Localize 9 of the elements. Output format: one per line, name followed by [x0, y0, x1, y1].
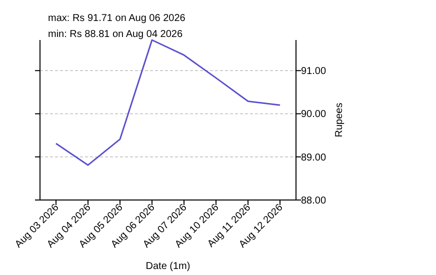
y-tick-label: 88.00 — [301, 196, 326, 206]
y-axis-title: Rupees — [334, 102, 345, 138]
line-series — [55, 39, 281, 166]
y-tick-label: 89.00 — [301, 152, 326, 164]
x-axis-title: Date (1m) — [146, 261, 190, 272]
y-tick-label: 90.00 — [301, 109, 326, 120]
text: max: Rs 91.71 on Aug 06 2026 — [48, 13, 186, 24]
y-tick-label: 91.00 — [301, 66, 326, 78]
annotation: min: Rs 88.81 on Aug 04 2026 — [48, 29, 183, 40]
